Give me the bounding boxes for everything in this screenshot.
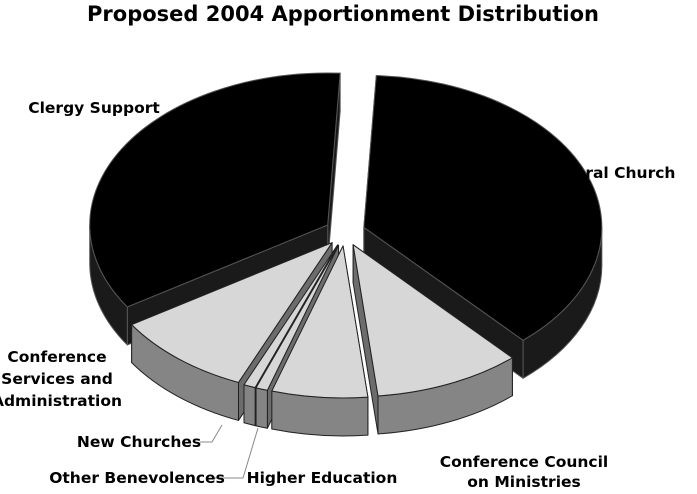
label-conference-services-line1: Conference	[7, 348, 106, 366]
leader-line-other-benevolences	[212, 427, 259, 479]
leader-line-new-churches	[200, 424, 223, 443]
slice-label-clergy-support: Clergy Support	[28, 99, 160, 117]
chart-title: Proposed 2004 Apportionment Distribution	[87, 2, 599, 26]
slice-label-new-churches: New Churches	[77, 424, 223, 451]
label-conference-services-line2: Services and	[1, 370, 113, 388]
slice-higher-education	[271, 245, 369, 399]
pie-slices	[89, 72, 603, 437]
slice-clergy-support	[89, 72, 341, 308]
slice-side-other-benevolences	[255, 387, 268, 429]
slice-label-conference-council: Conference Council on Ministries	[440, 453, 609, 491]
label-general-church: General Church	[541, 164, 676, 182]
slice-side-new-churches	[243, 384, 256, 427]
label-clergy-support: Clergy Support	[28, 99, 160, 117]
label-new-churches: New Churches	[77, 433, 201, 451]
slice-label-other-benevolences: Other Benevolences	[49, 427, 259, 487]
slice-new-churches	[243, 244, 339, 389]
slice-other-benevolences	[255, 244, 340, 391]
slice-label-general-church: General Church	[541, 164, 676, 182]
slice-conference-services-and-administration	[131, 242, 333, 383]
slice-general-church	[363, 75, 603, 341]
label-other-benevolences: Other Benevolences	[49, 469, 225, 487]
slice-label-conference-services: Conference Services and Administration	[0, 348, 122, 410]
label-conference-council-line1: Conference Council	[440, 453, 609, 471]
slice-label-higher-education: Higher Education	[247, 469, 398, 487]
label-conference-council-line2: on Ministries	[467, 473, 581, 491]
label-conference-services-line3: Administration	[0, 392, 122, 410]
slice-conference-council-on-ministries	[352, 244, 513, 397]
label-higher-education: Higher Education	[247, 469, 398, 487]
